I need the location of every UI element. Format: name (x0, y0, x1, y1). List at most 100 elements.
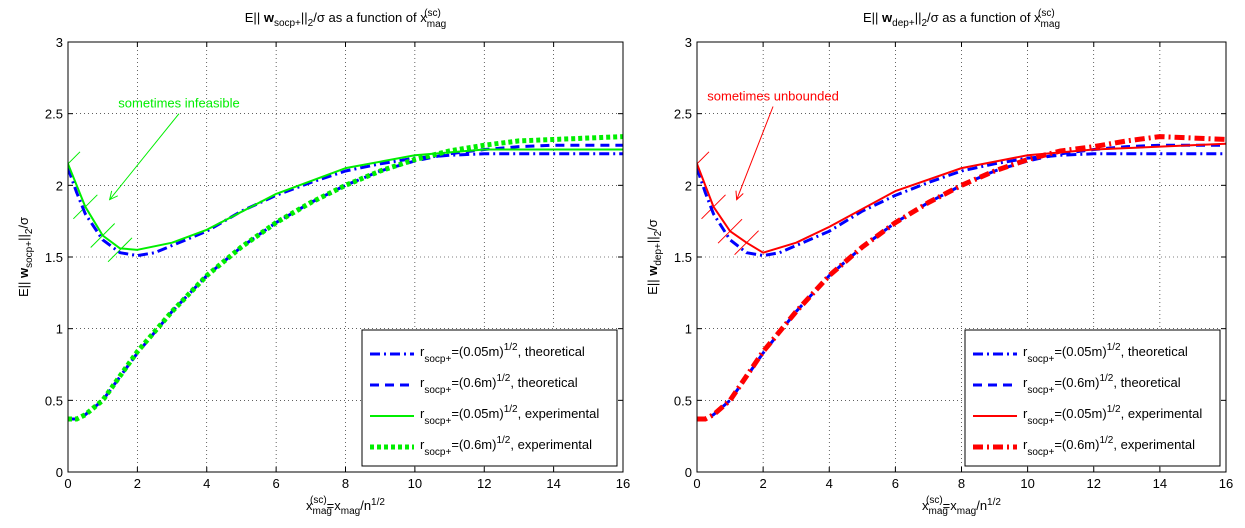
y-tick-label: 2 (685, 178, 692, 193)
legend-text: , theoretical (518, 344, 585, 359)
y-tick-label: 2.5 (45, 107, 63, 122)
series-line-1 (697, 152, 1226, 258)
x-tick-label: 4 (203, 476, 210, 491)
legend-text: , experimental (510, 437, 592, 452)
xlabel-subscript: mag (313, 506, 332, 517)
legend-subscript: socp+ (1027, 416, 1054, 427)
y-tick-label: 1.5 (674, 250, 692, 265)
legend-text: , experimental (1121, 406, 1203, 421)
legend-subscript: socp+ (424, 354, 451, 365)
ylabel-text: E|| (645, 276, 660, 295)
x-tick-label: 2 (760, 476, 767, 491)
legend-text: r (1023, 344, 1028, 359)
legend-text: =(0.05m) (451, 406, 503, 421)
x-tick-label: 10 (408, 476, 422, 491)
x-tick-label: 12 (1087, 476, 1101, 491)
xlabel-superscript: 1/2 (987, 497, 1001, 508)
legend-superscript: 1/2 (496, 435, 510, 446)
series-line-4 (697, 134, 1226, 422)
series-line-4 (68, 134, 623, 422)
legend-label-3: rsocp+=(0.05m)1/2, experimental (1023, 404, 1202, 427)
legend-superscript: 1/2 (1107, 342, 1121, 353)
legend-label-2: rsocp+=(0.6m)1/2, theoretical (1023, 373, 1181, 396)
title-vector: w (263, 10, 275, 25)
xlabel-subscript: mag (929, 506, 948, 517)
legend-label-2: rsocp+=(0.6m)1/2, theoretical (420, 373, 578, 396)
legend: rsocp+=(0.05m)1/2, theoreticalrsocp+=(0.… (361, 329, 618, 467)
x-tick-label: 8 (958, 476, 965, 491)
legend-text: =(0.6m) (1054, 375, 1099, 390)
legend-text: r (420, 344, 425, 359)
x-tick-label: 14 (1153, 476, 1167, 491)
ylabel-subscript: socp+ (24, 241, 35, 268)
series-line-3 (697, 142, 1226, 254)
title-text: E|| (863, 10, 882, 25)
y-tick-label: 3 (685, 35, 692, 50)
legend-text: r (1023, 406, 1028, 421)
legend-superscript: 1/2 (496, 373, 510, 384)
annotation-text: sometimes unbounded (707, 89, 839, 104)
legend-text: , theoretical (1121, 344, 1188, 359)
xlabel-text: x (306, 498, 313, 513)
x-axis-label: xmag(sc)=xmag/n1/2 (922, 495, 1001, 517)
ylabel-text: E|| (16, 278, 31, 297)
xlabel-text: /n (360, 498, 371, 513)
title-text: /σ as a function of x (927, 10, 1041, 25)
chart-title: E|| wdep+||2/σ as a function of xmag(sc) (863, 8, 1060, 30)
title-subscript: dep+ (892, 18, 915, 29)
legend-subscript: socp+ (424, 447, 451, 458)
chart-title: E|| wsocp+||2/σ as a function of xmag(sc… (245, 8, 446, 30)
y-tick-label: 1 (56, 322, 63, 337)
legend-text: , theoretical (1113, 375, 1180, 390)
xlabel-text: =x (327, 498, 342, 513)
ylabel-text: /σ (645, 219, 660, 231)
annotation-text: sometimes infeasible (118, 96, 239, 111)
x-tick-label: 8 (342, 476, 349, 491)
legend-text: , experimental (1113, 437, 1195, 452)
ylabel-text: || (645, 236, 660, 243)
hatch-mark (697, 151, 710, 165)
legend-subscript: socp+ (1027, 385, 1054, 396)
legend-label-4: rsocp+=(0.6m)1/2, experimental (1023, 435, 1195, 458)
hatch-mark (107, 237, 133, 263)
legend-label-4: rsocp+=(0.6m)1/2, experimental (420, 435, 592, 458)
legend-text: r (420, 406, 425, 421)
y-tick-label: 0 (56, 465, 63, 480)
legend-text: =(0.05m) (1054, 406, 1106, 421)
legend-text: =(0.6m) (451, 437, 496, 452)
x-tick-label: 12 (477, 476, 491, 491)
legend-label-3: rsocp+=(0.05m)1/2, experimental (420, 404, 599, 427)
title-subscript: mag (427, 19, 446, 30)
legend-text: r (1023, 437, 1028, 452)
annotation-arrowhead (735, 190, 744, 201)
title-text: || (301, 10, 308, 25)
legend-subscript: socp+ (424, 385, 451, 396)
xlabel-text: x (922, 498, 929, 513)
title-subscript: 2 (308, 18, 314, 29)
y-tick-label: 0.5 (674, 393, 692, 408)
legend-superscript: 1/2 (1099, 373, 1113, 384)
y-tick-label: 2.5 (674, 107, 692, 122)
title-subscript: socp+ (274, 18, 301, 29)
legend-superscript: 1/2 (504, 404, 518, 415)
y-axis-label: E|| wsocp+||2/σ (16, 217, 35, 297)
x-tick-label: 10 (1020, 476, 1034, 491)
legend-text: , experimental (518, 406, 600, 421)
legend-superscript: 1/2 (504, 342, 518, 353)
ylabel-subscript: 2 (24, 228, 35, 234)
legend-text: =(0.6m) (1054, 437, 1099, 452)
x-tick-label: 2 (134, 476, 141, 491)
title-text: E|| (245, 10, 264, 25)
x-tick-label: 6 (892, 476, 899, 491)
legend-superscript: 1/2 (1099, 435, 1113, 446)
legend-label-1: rsocp+=(0.05m)1/2, theoretical (420, 342, 585, 365)
y-axis-label: E|| wdep+||2/σ (645, 219, 664, 295)
series-line-3 (68, 148, 623, 251)
x-tick-label: 16 (616, 476, 630, 491)
xlabel-text: =x (943, 498, 958, 513)
x-tick-label: 0 (64, 476, 71, 491)
x-tick-label: 4 (826, 476, 833, 491)
x-axis-label: xmag(sc)=xmag/n1/2 (306, 495, 385, 517)
